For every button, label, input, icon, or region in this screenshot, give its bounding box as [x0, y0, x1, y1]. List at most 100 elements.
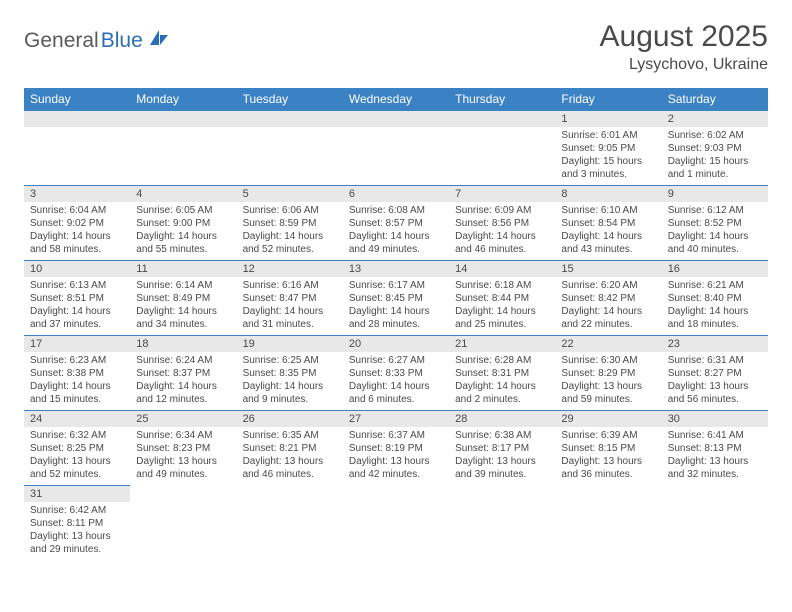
calendar-cell — [555, 486, 661, 561]
day-number: 8 — [555, 186, 661, 202]
day-number: 14 — [449, 261, 555, 277]
sunset-line: Sunset: 8:56 PM — [455, 217, 549, 230]
day-number: 15 — [555, 261, 661, 277]
day-details: Sunrise: 6:27 AMSunset: 8:33 PMDaylight:… — [343, 352, 449, 410]
day-details: Sunrise: 6:20 AMSunset: 8:42 PMDaylight:… — [555, 277, 661, 335]
sunset-line: Sunset: 8:13 PM — [668, 442, 762, 455]
day-number: 18 — [130, 336, 236, 352]
page-title: August 2025 — [600, 20, 768, 54]
weekday-header: Saturday — [662, 88, 768, 111]
sunrise-line: Sunrise: 6:24 AM — [136, 354, 230, 367]
calendar-cell: 22Sunrise: 6:30 AMSunset: 8:29 PMDayligh… — [555, 336, 661, 411]
sunrise-line: Sunrise: 6:32 AM — [30, 429, 124, 442]
sunrise-line: Sunrise: 6:10 AM — [561, 204, 655, 217]
daylight-line: Daylight: 14 hours and 22 minutes. — [561, 305, 655, 331]
sunrise-line: Sunrise: 6:20 AM — [561, 279, 655, 292]
weekday-header: Wednesday — [343, 88, 449, 111]
day-details: Sunrise: 6:23 AMSunset: 8:38 PMDaylight:… — [24, 352, 130, 410]
day-details: Sunrise: 6:10 AMSunset: 8:54 PMDaylight:… — [555, 202, 661, 260]
day-number: 27 — [343, 411, 449, 427]
day-details: Sunrise: 6:31 AMSunset: 8:27 PMDaylight:… — [662, 352, 768, 410]
calendar-cell: 20Sunrise: 6:27 AMSunset: 8:33 PMDayligh… — [343, 336, 449, 411]
sail-icon — [148, 28, 170, 53]
daylight-line: Daylight: 14 hours and 2 minutes. — [455, 380, 549, 406]
calendar-week-row: 17Sunrise: 6:23 AMSunset: 8:38 PMDayligh… — [24, 336, 768, 411]
sunrise-line: Sunrise: 6:42 AM — [30, 504, 124, 517]
day-number: 12 — [237, 261, 343, 277]
header: General Blue August 2025 Lysychovo, Ukra… — [24, 20, 768, 74]
day-details: Sunrise: 6:30 AMSunset: 8:29 PMDaylight:… — [555, 352, 661, 410]
calendar-cell: 16Sunrise: 6:21 AMSunset: 8:40 PMDayligh… — [662, 261, 768, 336]
sunset-line: Sunset: 8:38 PM — [30, 367, 124, 380]
day-details: Sunrise: 6:09 AMSunset: 8:56 PMDaylight:… — [449, 202, 555, 260]
daylight-line: Daylight: 13 hours and 32 minutes. — [668, 455, 762, 481]
calendar-table: SundayMondayTuesdayWednesdayThursdayFrid… — [24, 88, 768, 560]
sunrise-line: Sunrise: 6:08 AM — [349, 204, 443, 217]
day-details: Sunrise: 6:16 AMSunset: 8:47 PMDaylight:… — [237, 277, 343, 335]
day-details: Sunrise: 6:18 AMSunset: 8:44 PMDaylight:… — [449, 277, 555, 335]
daylight-line: Daylight: 13 hours and 29 minutes. — [30, 530, 124, 556]
weekday-header: Monday — [130, 88, 236, 111]
day-details: Sunrise: 6:01 AMSunset: 9:05 PMDaylight:… — [555, 127, 661, 185]
day-number: 23 — [662, 336, 768, 352]
day-details: Sunrise: 6:41 AMSunset: 8:13 PMDaylight:… — [662, 427, 768, 485]
sunset-line: Sunset: 8:40 PM — [668, 292, 762, 305]
calendar-cell — [237, 486, 343, 561]
calendar-week-row: 24Sunrise: 6:32 AMSunset: 8:25 PMDayligh… — [24, 411, 768, 486]
calendar-body: 1Sunrise: 6:01 AMSunset: 9:05 PMDaylight… — [24, 111, 768, 561]
daylight-line: Daylight: 13 hours and 52 minutes. — [30, 455, 124, 481]
sunrise-line: Sunrise: 6:16 AM — [243, 279, 337, 292]
day-details: Sunrise: 6:13 AMSunset: 8:51 PMDaylight:… — [24, 277, 130, 335]
sunset-line: Sunset: 9:05 PM — [561, 142, 655, 155]
day-number: 29 — [555, 411, 661, 427]
daylight-line: Daylight: 14 hours and 52 minutes. — [243, 230, 337, 256]
daylight-line: Daylight: 14 hours and 28 minutes. — [349, 305, 443, 331]
sunrise-line: Sunrise: 6:28 AM — [455, 354, 549, 367]
sunset-line: Sunset: 8:25 PM — [30, 442, 124, 455]
calendar-cell: 18Sunrise: 6:24 AMSunset: 8:37 PMDayligh… — [130, 336, 236, 411]
day-number: 4 — [130, 186, 236, 202]
day-details: Sunrise: 6:34 AMSunset: 8:23 PMDaylight:… — [130, 427, 236, 485]
sunset-line: Sunset: 9:03 PM — [668, 142, 762, 155]
daylight-line: Daylight: 13 hours and 49 minutes. — [136, 455, 230, 481]
empty-day-band — [24, 111, 130, 127]
calendar-cell: 21Sunrise: 6:28 AMSunset: 8:31 PMDayligh… — [449, 336, 555, 411]
sunset-line: Sunset: 8:54 PM — [561, 217, 655, 230]
daylight-line: Daylight: 13 hours and 56 minutes. — [668, 380, 762, 406]
sunrise-line: Sunrise: 6:23 AM — [30, 354, 124, 367]
day-details: Sunrise: 6:28 AMSunset: 8:31 PMDaylight:… — [449, 352, 555, 410]
day-details: Sunrise: 6:08 AMSunset: 8:57 PMDaylight:… — [343, 202, 449, 260]
sunrise-line: Sunrise: 6:12 AM — [668, 204, 762, 217]
daylight-line: Daylight: 13 hours and 59 minutes. — [561, 380, 655, 406]
day-details: Sunrise: 6:21 AMSunset: 8:40 PMDaylight:… — [662, 277, 768, 335]
day-details: Sunrise: 6:39 AMSunset: 8:15 PMDaylight:… — [555, 427, 661, 485]
daylight-line: Daylight: 13 hours and 36 minutes. — [561, 455, 655, 481]
calendar-cell — [662, 486, 768, 561]
calendar-cell: 30Sunrise: 6:41 AMSunset: 8:13 PMDayligh… — [662, 411, 768, 486]
day-number: 7 — [449, 186, 555, 202]
calendar-cell: 15Sunrise: 6:20 AMSunset: 8:42 PMDayligh… — [555, 261, 661, 336]
day-details: Sunrise: 6:17 AMSunset: 8:45 PMDaylight:… — [343, 277, 449, 335]
title-block: August 2025 Lysychovo, Ukraine — [600, 20, 768, 74]
calendar-cell: 31Sunrise: 6:42 AMSunset: 8:11 PMDayligh… — [24, 486, 130, 561]
sunrise-line: Sunrise: 6:09 AM — [455, 204, 549, 217]
daylight-line: Daylight: 14 hours and 34 minutes. — [136, 305, 230, 331]
calendar-cell: 10Sunrise: 6:13 AMSunset: 8:51 PMDayligh… — [24, 261, 130, 336]
calendar-header-row: SundayMondayTuesdayWednesdayThursdayFrid… — [24, 88, 768, 111]
day-number: 6 — [343, 186, 449, 202]
daylight-line: Daylight: 14 hours and 46 minutes. — [455, 230, 549, 256]
day-number: 28 — [449, 411, 555, 427]
calendar-cell: 19Sunrise: 6:25 AMSunset: 8:35 PMDayligh… — [237, 336, 343, 411]
daylight-line: Daylight: 13 hours and 42 minutes. — [349, 455, 443, 481]
day-number: 1 — [555, 111, 661, 127]
calendar-cell: 27Sunrise: 6:37 AMSunset: 8:19 PMDayligh… — [343, 411, 449, 486]
day-number: 2 — [662, 111, 768, 127]
calendar-cell: 1Sunrise: 6:01 AMSunset: 9:05 PMDaylight… — [555, 111, 661, 186]
sunrise-line: Sunrise: 6:01 AM — [561, 129, 655, 142]
sunset-line: Sunset: 8:31 PM — [455, 367, 549, 380]
location: Lysychovo, Ukraine — [600, 56, 768, 74]
sunrise-line: Sunrise: 6:27 AM — [349, 354, 443, 367]
sunrise-line: Sunrise: 6:13 AM — [30, 279, 124, 292]
day-details: Sunrise: 6:12 AMSunset: 8:52 PMDaylight:… — [662, 202, 768, 260]
calendar-cell: 29Sunrise: 6:39 AMSunset: 8:15 PMDayligh… — [555, 411, 661, 486]
